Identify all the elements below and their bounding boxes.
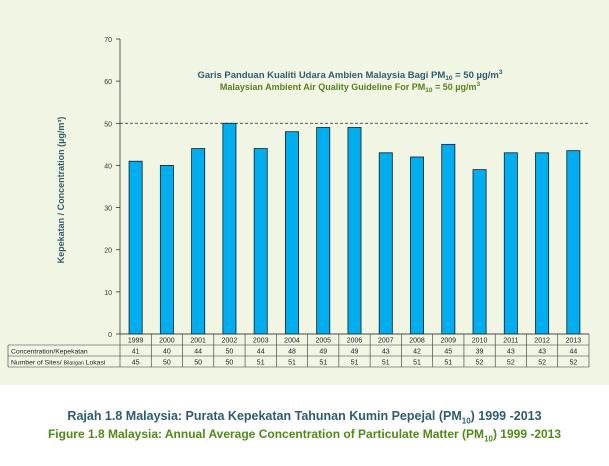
concentration-cell: 45 — [444, 349, 452, 356]
y-tick-label: 70 — [104, 37, 112, 44]
sites-cell: 52 — [507, 360, 515, 367]
bar-2000 — [159, 165, 174, 335]
concentration-cell: 44 — [257, 349, 265, 356]
x-tick-label: 2003 — [253, 338, 269, 345]
concentration-cell: 44 — [194, 349, 202, 356]
concentration-row-label: Concentration/Kepekatan — [11, 349, 88, 356]
concentration-cell: 49 — [351, 349, 359, 356]
x-tick-label: 2005 — [315, 338, 331, 345]
x-tick-label: 2000 — [159, 338, 175, 345]
x-tick-label: 2008 — [409, 338, 425, 345]
bar-2004 — [285, 131, 299, 335]
bar-2012 — [535, 152, 550, 335]
sites-cell: 52 — [538, 360, 546, 367]
y-tick-label: 20 — [104, 248, 112, 255]
sites-cell: 51 — [288, 360, 296, 367]
concentration-cell: 50 — [226, 349, 234, 356]
bar-2008 — [410, 156, 424, 335]
x-tick-label: 2010 — [472, 338, 488, 345]
sites-cell: 52 — [476, 360, 484, 367]
y-tick-label: 50 — [104, 121, 112, 128]
concentration-cell: 48 — [288, 349, 296, 356]
bar-2011 — [503, 152, 518, 335]
bar-chart: 0 10 20 30 40 50 60 70 1999 41 45 2000 40 50 2001 44 50… — [7, 37, 590, 368]
sites-cell: 52 — [569, 360, 577, 367]
concentration-cell: 41 — [132, 349, 140, 356]
bar-2005 — [316, 127, 331, 335]
sites-cell: 51 — [257, 360, 265, 367]
caption-english: Figure 1.8 Malaysia: Annual Average Conc… — [47, 427, 562, 444]
sites-cell: 51 — [382, 360, 390, 367]
caption-malay: Rajah 1.8 Malaysia: Purata Kepekatan Tah… — [67, 409, 542, 426]
concentration-cell: 43 — [507, 349, 515, 356]
sites-cell: 51 — [444, 360, 452, 367]
x-tick-label: 2004 — [284, 338, 300, 345]
bar-2002 — [222, 122, 237, 335]
y-tick-label: 40 — [104, 163, 112, 170]
x-tick-label: 2006 — [347, 338, 363, 345]
x-tick-label: 2007 — [378, 338, 394, 345]
x-tick-label: 2012 — [534, 338, 550, 345]
bar-2010 — [472, 169, 487, 335]
bar-1999 — [128, 160, 143, 335]
y-tick-label: 60 — [104, 79, 112, 86]
bar-2007 — [378, 152, 393, 335]
guideline-label-malay: Garis Panduan Kualiti Udara Ambien Malay… — [197, 69, 502, 82]
bar-2006 — [347, 127, 362, 335]
x-tick-label: 2009 — [441, 338, 457, 345]
x-tick-label: 2002 — [222, 338, 238, 345]
sites-cell: 50 — [194, 360, 202, 367]
sites-cell: 51 — [413, 360, 421, 367]
y-tick-label: 30 — [104, 206, 112, 213]
guideline-label-english: Malaysian Ambient Air Quality Guideline … — [220, 81, 481, 94]
x-tick-label: 2013 — [566, 338, 582, 345]
concentration-cell: 39 — [476, 349, 484, 356]
x-tick-label: 1999 — [128, 338, 144, 345]
concentration-cell: 43 — [538, 349, 546, 356]
bar-2003 — [253, 148, 268, 335]
concentration-cell: 49 — [319, 349, 327, 356]
sites-cell: 45 — [132, 360, 140, 367]
sites-cell: 51 — [351, 360, 359, 367]
concentration-cell: 40 — [163, 349, 171, 356]
sites-cell: 50 — [226, 360, 234, 367]
x-tick-label: 2011 — [503, 338, 518, 345]
caption-area: Rajah 1.8 Malaysia: Purata Kepekatan Tah… — [0, 385, 609, 466]
concentration-cell: 42 — [413, 349, 421, 356]
y-tick-label: 10 — [104, 290, 112, 297]
sites-row-label: Number of Sites/Bilangan Lokasi — [11, 360, 106, 367]
concentration-cell: 44 — [569, 349, 577, 356]
y-axis-label: Kepekatan / Concentration (µg/m³) — [56, 117, 66, 264]
bar-2013 — [566, 150, 581, 335]
concentration-cell: 43 — [382, 349, 390, 356]
x-tick-label: 2001 — [190, 338, 206, 345]
sites-cell: 50 — [163, 360, 171, 367]
sites-cell: 51 — [319, 360, 327, 367]
y-tick-label: 0 — [108, 332, 112, 339]
bar-2009 — [441, 143, 456, 335]
bar-2001 — [191, 148, 206, 335]
